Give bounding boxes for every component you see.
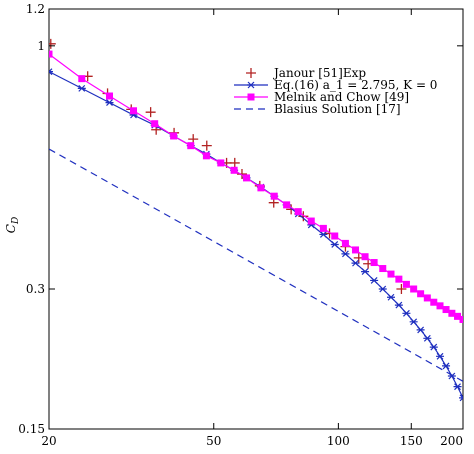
data-point [217, 159, 225, 167]
legend-item: Eq.(16) a_1 = 2.795, K = 0 [234, 78, 437, 92]
data-point [442, 306, 450, 314]
series-1 [49, 68, 463, 402]
legend-label: Janour [51]Exp [272, 66, 366, 80]
data-point [361, 253, 369, 261]
data-point [49, 50, 53, 58]
data-point [379, 265, 387, 273]
data-point [430, 298, 438, 306]
data-point [243, 174, 251, 182]
y-tick-label: 1 [37, 39, 45, 53]
x-tick-label: 200 [440, 434, 463, 448]
data-point [341, 239, 349, 247]
data-point [402, 280, 410, 288]
data-point [417, 290, 425, 298]
legend-item: Blasius Solution [17] [234, 102, 401, 116]
series-line [49, 71, 463, 399]
plot-frame [48, 8, 464, 430]
series-layer [49, 38, 463, 402]
x-tick-label: 150 [400, 434, 423, 448]
data-point [49, 38, 56, 49]
data-point [410, 285, 418, 293]
data-point [370, 277, 379, 284]
data-point [230, 166, 238, 174]
data-point [294, 208, 302, 216]
y-tick-label: 0.15 [18, 422, 45, 436]
data-point [387, 270, 395, 278]
data-point [330, 241, 339, 248]
data-point [130, 107, 138, 115]
data-point [352, 246, 360, 254]
data-point [105, 99, 114, 107]
data-point [448, 309, 456, 317]
data-point [105, 92, 113, 100]
y-tick-label: 0.3 [26, 282, 45, 296]
data-point [429, 343, 438, 351]
x-tick-label: 100 [327, 434, 350, 448]
data-point [319, 231, 328, 238]
data-point [378, 285, 387, 293]
data-point [442, 362, 451, 370]
data-point [307, 217, 315, 225]
legend-item: Janour [51]Exp [246, 66, 366, 80]
data-point [436, 302, 444, 310]
data-point [351, 259, 360, 267]
data-point [151, 120, 159, 128]
data-point [331, 232, 339, 240]
data-point [370, 259, 378, 267]
legend-label: Blasius Solution [17] [274, 102, 401, 116]
x-tick-label: 50 [206, 434, 221, 448]
data-point [49, 68, 53, 76]
data-point [78, 75, 86, 83]
data-point [396, 284, 407, 294]
data-point [436, 352, 445, 360]
series-2 [49, 50, 463, 323]
plot-area [48, 8, 464, 430]
legend-label: Melnik and Chow [49] [274, 90, 409, 104]
x-tick-label: 20 [41, 434, 56, 448]
data-point [77, 84, 86, 92]
data-point [423, 294, 431, 302]
data-point [459, 315, 463, 323]
data-point [202, 152, 210, 160]
data-point [229, 157, 240, 168]
data-point [402, 309, 411, 317]
legend-label: Eq.(16) a_1 = 2.795, K = 0 [274, 78, 437, 92]
legend-item: Melnik and Chow [49] [234, 90, 409, 104]
data-point [453, 383, 462, 391]
data-point [395, 275, 403, 283]
data-point [394, 301, 403, 309]
data-point [341, 250, 350, 258]
ticks-layer: 20 50 100 150 200 0.15 0.3 1 1.2 [18, 2, 464, 448]
data-point [187, 142, 195, 150]
y-axis-label: CD [4, 217, 21, 233]
data-point [416, 326, 425, 334]
data-point [386, 293, 395, 301]
data-point [361, 268, 370, 276]
data-point [201, 140, 212, 151]
legend-marker [246, 68, 256, 78]
data-point [459, 394, 463, 402]
data-point [423, 334, 432, 342]
data-point [409, 318, 418, 326]
data-point [170, 132, 178, 140]
data-point [236, 169, 247, 180]
data-point [319, 224, 327, 232]
legend-marker [247, 81, 255, 89]
data-point [270, 192, 278, 200]
legend-marker [247, 93, 255, 101]
data-point [257, 184, 265, 192]
data-point [283, 201, 291, 209]
data-point [145, 107, 156, 118]
y-tick-label: 1.2 [26, 2, 45, 16]
data-point [454, 312, 462, 320]
